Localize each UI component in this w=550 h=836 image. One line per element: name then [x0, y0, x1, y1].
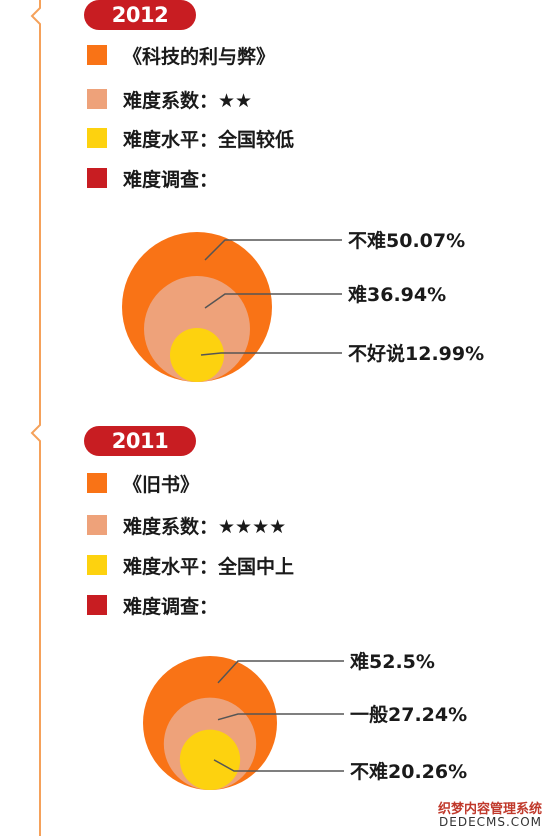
- year-badge-2011: 2011: [84, 426, 196, 456]
- legend-swatch-yellow: [87, 128, 107, 148]
- legend-difficulty-coefficient: 难度系数：★★: [87, 86, 252, 112]
- circle-不好说: [169, 327, 225, 382]
- data-label: 一般27.24%: [350, 703, 467, 726]
- legend-text: 难度系数：★★★★: [123, 515, 287, 538]
- legend-text: 《科技的利与弊》: [123, 45, 276, 68]
- legend-difficulty-level: 难度水平：全国较低: [87, 125, 294, 151]
- legend-difficulty-survey: 难度调查：: [87, 592, 218, 618]
- nested-circle-chart-2011: 难52.5% 一般27.24% 不难20.26%: [143, 650, 467, 790]
- data-label: 难52.5%: [349, 650, 435, 673]
- legend-swatch-red: [87, 168, 107, 188]
- legend-swatch-yellow: [87, 555, 107, 575]
- leader-line: [204, 293, 342, 309]
- data-label: 不好说12.99%: [348, 342, 484, 365]
- legend-text: 难度系数：★★: [123, 89, 253, 112]
- legend-difficulty-coefficient: 难度系数：★★★★: [87, 512, 286, 538]
- legend-difficulty-survey: 难度调查：: [87, 165, 218, 191]
- watermark-line1: 织梦内容管理系统: [437, 802, 542, 817]
- legend-text: 难度水平：全国较低: [123, 128, 295, 151]
- legend-swatch-orange: [87, 473, 107, 493]
- legend-swatch-red: [87, 595, 107, 615]
- legend-text: 难度调查：: [123, 168, 219, 191]
- legend-text: 难度调查：: [123, 595, 219, 618]
- circle-不难: [179, 729, 241, 790]
- legend-swatch-orange: [87, 45, 107, 65]
- legend-difficulty-level: 难度水平：全国中上: [87, 552, 294, 578]
- leader-line: [200, 352, 342, 356]
- leader-line: [217, 713, 344, 721]
- nested-circle-chart-2012: 不难50.07% 难36.94% 不好说12.99%: [122, 229, 484, 382]
- leader-line: [204, 239, 342, 261]
- data-label: 难36.94%: [347, 283, 446, 306]
- year-badge-2012: 2012: [84, 0, 196, 30]
- data-label: 不难20.26%: [350, 760, 467, 783]
- legend-text: 难度水平：全国中上: [123, 555, 295, 578]
- legend-text: 《旧书》: [123, 473, 200, 496]
- leader-line: [213, 759, 344, 772]
- watermark-line2: DEDECMS.COM: [439, 815, 542, 829]
- legend-swatch-peach: [87, 89, 107, 109]
- leader-line: [217, 660, 344, 684]
- timeline-line: [30, 0, 41, 836]
- legend-swatch-peach: [87, 515, 107, 535]
- legend-title: 《科技的利与弊》: [87, 42, 275, 68]
- legend-title: 《旧书》: [87, 470, 199, 496]
- data-label: 不难50.07%: [348, 229, 465, 252]
